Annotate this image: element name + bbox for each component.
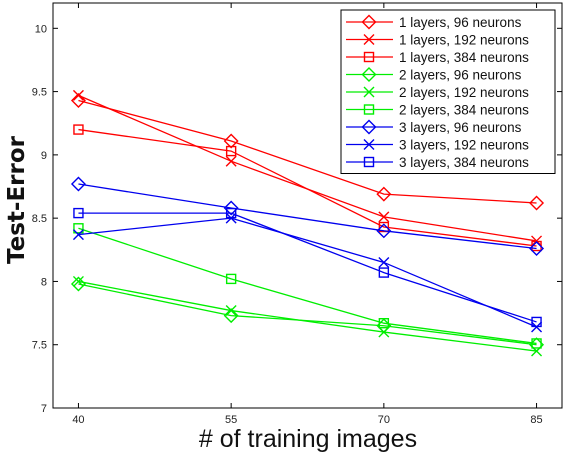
- data-point: [363, 86, 375, 98]
- series-line: [78, 227, 537, 345]
- x-tick-label: 40: [72, 414, 84, 426]
- data-point: [363, 104, 375, 115]
- y-tick-label: 9: [41, 150, 47, 162]
- x-tick-label: 55: [225, 414, 237, 426]
- data-point: [378, 221, 390, 233]
- y-tick-label: 7: [41, 403, 47, 415]
- data-point: [378, 267, 390, 278]
- series-line: [78, 212, 537, 323]
- y-axis-label: Test-Error: [4, 135, 30, 264]
- legend-label: 3 layers, 384 neurons: [399, 155, 529, 170]
- legend-label: 2 layers, 96 neurons: [399, 68, 522, 83]
- data-point: [72, 275, 84, 287]
- data-point: [225, 207, 237, 219]
- data-point: [363, 139, 375, 150]
- legend: 1 layers, 96 neurons 1 layers, 192 neuron…: [340, 9, 556, 174]
- series-line: [78, 128, 537, 247]
- data-point: [529, 195, 545, 211]
- data-point: [225, 145, 237, 157]
- data-point: [378, 318, 390, 329]
- data-point: [72, 229, 84, 241]
- data-point: [225, 273, 237, 285]
- data-point: [70, 92, 86, 108]
- legend-label: 1 layers, 96 neurons: [399, 15, 522, 30]
- data-point: [73, 207, 84, 219]
- data-point: [529, 241, 545, 257]
- x-tick-label: 85: [530, 414, 542, 426]
- data-point: [378, 326, 390, 338]
- y-tick-label: 8: [41, 276, 47, 288]
- series-line: [78, 280, 537, 352]
- series-line: [78, 99, 537, 204]
- legend-label: 2 layers, 384 neurons: [399, 103, 529, 118]
- legend-label: 3 layers, 96 neurons: [399, 120, 522, 135]
- data-point: [73, 223, 84, 234]
- data-point: [363, 156, 375, 168]
- data-point: [223, 308, 239, 324]
- data-point: [361, 119, 377, 135]
- data-point: [72, 89, 84, 101]
- y-tick-label: 7.5: [32, 340, 47, 352]
- x-tick-label: 70: [378, 414, 390, 426]
- y-tick-label: 9.5: [32, 87, 47, 99]
- legend-label: 2 layers, 192 neurons: [399, 85, 529, 100]
- data-point: [223, 133, 239, 149]
- series-line: [78, 217, 537, 328]
- data-point: [225, 155, 237, 167]
- data-point: [225, 305, 237, 317]
- data-point: [363, 34, 375, 45]
- legend-label: 1 layers, 384 neurons: [399, 50, 529, 65]
- axes: 40 55 70 85 7 7.5 8 8.5 9 9.5 10: [32, 3, 562, 426]
- data-point: [223, 200, 239, 216]
- data-point: [73, 124, 84, 135]
- data-point: [361, 67, 377, 82]
- y-tick-label: 8.5: [32, 213, 47, 225]
- data-point: [361, 14, 377, 30]
- data-point: [70, 176, 86, 192]
- data-point: [376, 186, 392, 202]
- data-point: [378, 211, 390, 223]
- legend-label: 1 layers, 192 neurons: [399, 33, 529, 48]
- data-point: [363, 51, 375, 63]
- data-point: [531, 338, 542, 349]
- data-point: [531, 316, 542, 328]
- series-line: [78, 183, 537, 250]
- y-tick-label: 10: [35, 23, 47, 35]
- data-point: [376, 223, 392, 239]
- legend-label: 3 layers, 192 neurons: [399, 138, 529, 153]
- series-layer: [70, 89, 545, 357]
- data-point: [378, 256, 390, 268]
- x-axis-label: # of training images: [199, 425, 417, 453]
